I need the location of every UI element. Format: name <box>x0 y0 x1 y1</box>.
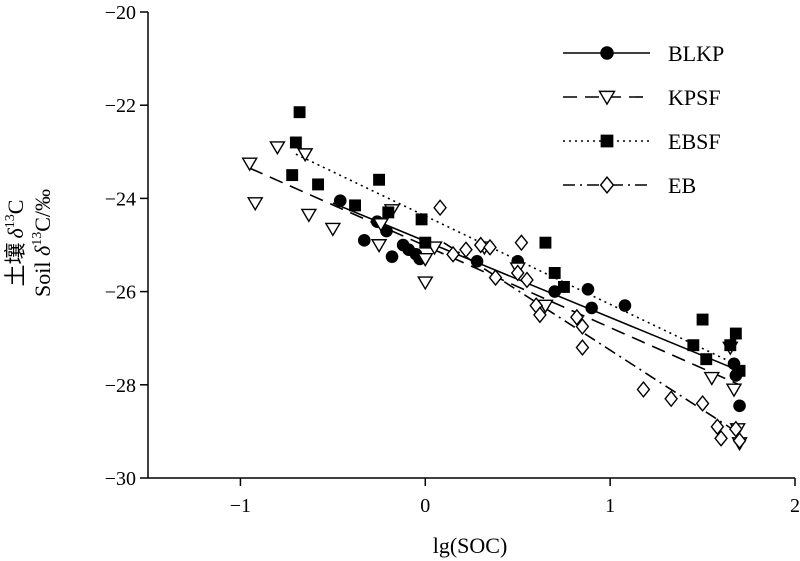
point-marker <box>548 285 561 298</box>
point-marker <box>539 236 552 249</box>
point-marker <box>433 199 447 217</box>
point-marker <box>733 364 746 377</box>
point-marker <box>415 213 428 226</box>
point-marker <box>728 420 743 438</box>
point-marker <box>695 394 710 412</box>
legend-label: EBSF <box>668 129 721 154</box>
series-ebsf <box>286 106 746 377</box>
legend-label: KPSF <box>668 85 721 110</box>
y-axis-title-en: Soil δ13C/‰ <box>30 189 55 297</box>
point-marker <box>483 238 497 256</box>
point-marker <box>370 239 388 254</box>
point-marker <box>289 136 302 149</box>
point-marker <box>324 222 342 237</box>
y-axis-title: 土壤δ13C Soil δ13C/‰ <box>3 189 55 297</box>
point-marker <box>696 313 709 326</box>
point-marker <box>300 208 318 223</box>
point-marker <box>600 134 614 148</box>
point-marker <box>312 178 325 191</box>
point-marker <box>470 255 484 268</box>
point-marker <box>446 245 460 263</box>
point-marker <box>417 276 434 291</box>
fit-line-eb <box>443 241 740 435</box>
point-marker <box>725 383 743 398</box>
point-marker <box>514 234 529 252</box>
point-marker <box>703 371 721 386</box>
legend-item-ebsf: EBSF <box>563 129 721 154</box>
legend-label: BLKP <box>668 41 724 66</box>
point-marker <box>533 306 547 324</box>
point-marker <box>710 418 725 436</box>
series-eb <box>433 199 747 450</box>
point-marker <box>575 339 590 356</box>
point-marker <box>286 169 299 182</box>
point-marker <box>714 429 728 447</box>
point-marker <box>373 173 386 186</box>
point-marker <box>473 236 488 254</box>
y-tick-label: −26 <box>105 282 136 304</box>
axes: −20 −22 −24 −26 −28 −30 −1 0 1 2 <box>105 2 800 517</box>
point-marker <box>333 194 347 208</box>
point-marker <box>548 267 561 279</box>
point-marker <box>419 236 432 249</box>
x-axis-title: lg(SOC) <box>433 533 508 558</box>
legend-item-kpsf: KPSF <box>563 85 721 110</box>
point-marker <box>296 148 314 163</box>
point-marker <box>293 106 306 119</box>
x-tick-label: 1 <box>605 495 615 517</box>
legend-item-eb: EB <box>563 173 696 198</box>
y-tick-label: −20 <box>105 2 136 24</box>
legend: BLKP KPSF EBSF EB <box>563 41 724 198</box>
point-marker <box>598 90 616 106</box>
y-tick-label: −28 <box>105 375 136 397</box>
point-marker <box>729 327 742 340</box>
y-axis-ticks: −20 −22 −24 −26 −28 −30 <box>105 2 148 490</box>
point-marker <box>618 299 632 312</box>
point-marker <box>600 46 614 60</box>
point-marker <box>269 141 286 156</box>
point-marker <box>385 250 399 263</box>
legend-item-blkp: BLKP <box>563 41 724 66</box>
point-marker <box>724 339 737 352</box>
y-axis-title-cn: 土壤δ13C <box>3 200 28 287</box>
point-marker <box>687 339 700 352</box>
x-tick-label: 0 <box>420 495 430 517</box>
point-marker <box>241 157 258 172</box>
point-marker <box>417 253 434 268</box>
fit-line-blkp <box>332 202 740 372</box>
point-marker <box>700 353 713 366</box>
point-marker <box>459 241 473 259</box>
fit-line-ebsf <box>295 153 740 367</box>
point-marker <box>382 206 395 219</box>
point-marker <box>570 308 584 326</box>
point-marker <box>733 399 746 413</box>
point-marker <box>581 282 595 296</box>
point-marker <box>557 280 570 293</box>
legend-label: EB <box>668 173 696 198</box>
point-marker <box>357 234 371 247</box>
point-marker <box>585 301 598 315</box>
fit-lines <box>249 153 740 435</box>
point-marker <box>372 218 390 233</box>
data-points <box>241 106 748 452</box>
point-marker <box>246 197 264 212</box>
point-marker <box>636 380 651 398</box>
y-tick-label: −22 <box>105 95 136 117</box>
point-marker <box>575 318 590 336</box>
point-marker <box>732 432 747 450</box>
point-marker <box>349 199 361 212</box>
y-tick-label: −30 <box>105 468 136 490</box>
point-marker <box>510 264 525 282</box>
point-marker <box>599 176 615 194</box>
point-marker <box>488 269 503 287</box>
x-tick-label: −1 <box>230 495 251 517</box>
x-tick-label: 2 <box>790 495 800 517</box>
point-marker <box>664 390 678 408</box>
y-tick-label: −24 <box>105 188 136 210</box>
point-marker <box>520 271 534 289</box>
x-axis-ticks: −1 0 1 2 <box>230 478 800 517</box>
